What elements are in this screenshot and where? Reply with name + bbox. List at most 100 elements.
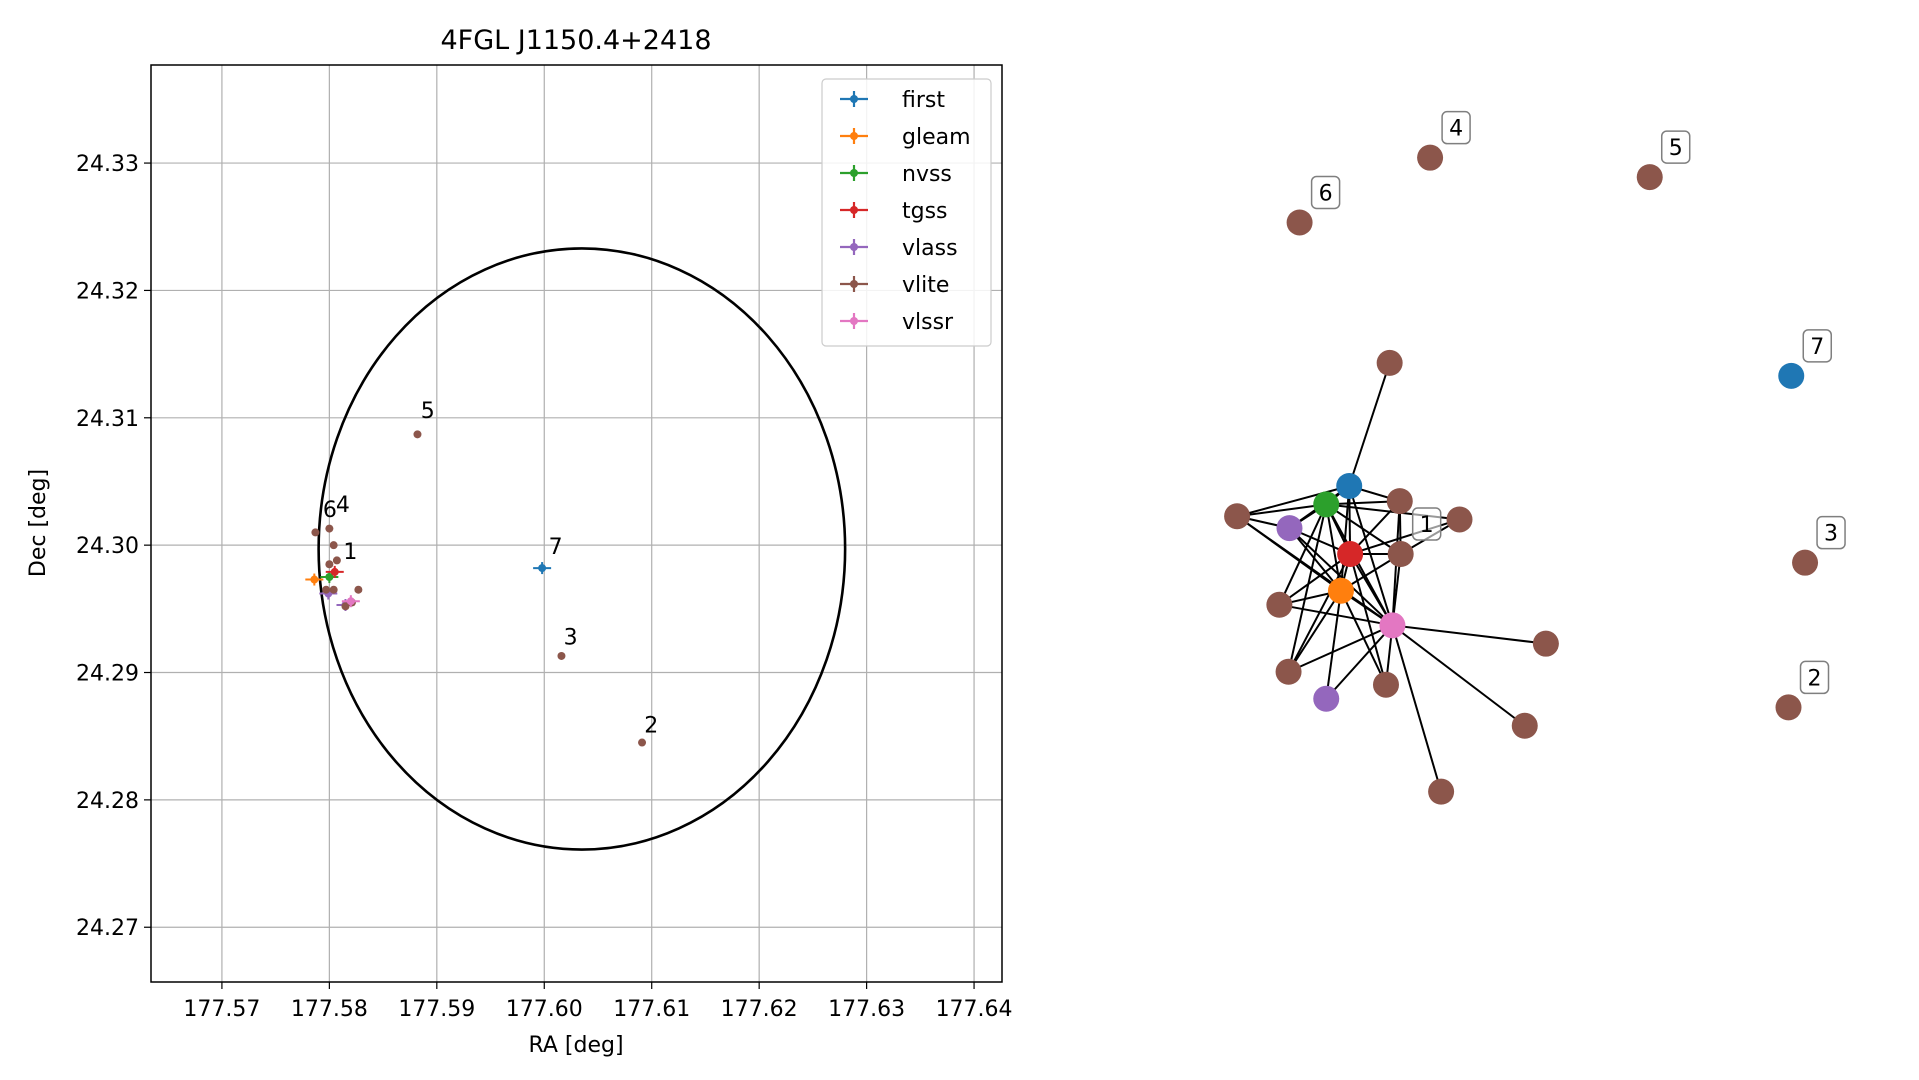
graph-edge [1288, 527, 1394, 627]
graph-node-vlite [1266, 591, 1293, 618]
x-tick-label: 177.60 [506, 997, 583, 1022]
legend-label: vlite [902, 273, 949, 298]
graph-edge [1325, 590, 1342, 699]
graph-node-vlite [1636, 164, 1663, 191]
graph-node-vlite [1224, 503, 1251, 530]
error-ellipse-layer [317, 247, 847, 851]
x-tick-label: 177.62 [721, 997, 798, 1022]
graph-edge [1392, 624, 1547, 645]
legend-item-first: first [840, 88, 945, 113]
svg-text:5: 5 [1669, 136, 1683, 161]
point-vlite [638, 738, 647, 747]
graph-node-label: 4 [1441, 110, 1471, 145]
error-ellipse [317, 247, 847, 851]
graph-node-vlite [1376, 349, 1403, 376]
sky-position-chart: 4FGL J1150.4+2418 177.57 177.58 177.59 177.… [26, 25, 1013, 1058]
y-tick-label: 24.32 [76, 279, 139, 304]
graph-node-label: 5 [1660, 130, 1691, 164]
y-tick-label: 24.33 [76, 152, 139, 177]
graph-node-label: 6 [1310, 175, 1341, 210]
graph-nodes [1224, 144, 1819, 805]
graph-edge [1349, 553, 1387, 685]
x-tick-label: 177.59 [398, 997, 475, 1022]
graph-node-label: 7 [1802, 329, 1833, 363]
graph-edge [1287, 504, 1328, 672]
legend-label: first [902, 88, 945, 113]
legend: first gleam nvss tgss vlass vlite vlssr [821, 78, 992, 347]
x-tick-label: 177.58 [291, 997, 368, 1022]
graph-edge [1348, 362, 1391, 487]
graph-node-gleam [1327, 577, 1354, 604]
graph-edge [1391, 624, 1526, 727]
svg-text:4: 4 [1449, 117, 1463, 142]
graph-node-label: 3 [1816, 515, 1846, 550]
network-graph: 1 6 4 5 7 3 2 [1224, 110, 1846, 805]
svg-text:1: 1 [1420, 513, 1434, 538]
y-axis-label: Dec [deg] [26, 469, 51, 577]
graph-node-vlite [1428, 778, 1455, 805]
y-tick-label: 24.29 [76, 662, 139, 687]
graph-node-vlite [1775, 694, 1802, 721]
legend-item-vlssr: vlssr [840, 310, 954, 335]
graph-node-nvss [1313, 491, 1340, 518]
graph-node-vlite [1417, 144, 1444, 171]
graph-edge [1325, 624, 1394, 700]
svg-text:6: 6 [1319, 181, 1333, 206]
legend-label: nvss [902, 162, 952, 187]
legend-item-vlite: vlite [840, 273, 949, 298]
point-vlite [332, 556, 341, 565]
graph-node-vlass [1313, 685, 1340, 712]
point-vlite [354, 585, 363, 594]
graph-node-vlass [1276, 515, 1303, 542]
point-vlite [329, 585, 338, 594]
graph-edge [1278, 503, 1328, 606]
legend-label: tgss [902, 199, 948, 224]
graph-node-vlite [1446, 506, 1473, 533]
graph-node-first [1778, 362, 1805, 389]
svg-text:7: 7 [1810, 335, 1824, 360]
point-vlssr [341, 595, 360, 608]
point-annotations: 1 2 3 4 5 6 7 [323, 399, 658, 739]
point-annotation: 3 [564, 625, 578, 650]
graph-node-labels: 1 6 4 5 7 3 2 [1310, 110, 1846, 695]
graph-edges [1236, 362, 1547, 792]
x-tick-label: 177.64 [936, 997, 1013, 1022]
legend-label: vlssr [902, 310, 954, 335]
svg-text:2: 2 [1808, 666, 1822, 691]
legend-label: gleam [902, 125, 971, 150]
point-vlite [325, 524, 334, 533]
graph-node-vlite [1511, 712, 1538, 739]
legend-label: vlass [902, 236, 958, 261]
graph-node-vlite [1372, 671, 1399, 698]
graph-edge [1279, 603, 1393, 627]
legend-box [821, 78, 992, 347]
graph-node-vlite [1286, 209, 1313, 236]
point-annotation: 6 [323, 498, 337, 523]
point-vlite [557, 651, 566, 660]
point-annotation: 7 [549, 535, 563, 560]
legend-item-tgss: tgss [840, 199, 948, 224]
legend-item-nvss: nvss [840, 162, 952, 187]
graph-edge [1236, 515, 1393, 627]
graph-edge [1391, 625, 1443, 792]
point-vlite [413, 430, 422, 439]
graph-node-vlite [1792, 549, 1819, 576]
plot-frame [150, 64, 1003, 983]
x-tick-label: 177.63 [828, 997, 905, 1022]
point-vlite [329, 541, 338, 550]
point-first [533, 562, 552, 575]
graph-node-vlite [1532, 630, 1559, 657]
point-annotation: 1 [343, 540, 357, 565]
graph-edge [1348, 485, 1394, 626]
graph-node-vlite [1387, 541, 1414, 568]
point-vlite [341, 602, 350, 611]
x-axis-label: RA [deg] [528, 1033, 623, 1058]
graph-node-vlssr [1379, 612, 1406, 639]
graph-edge [1236, 503, 1327, 518]
point-annotation: 2 [644, 713, 658, 738]
point-vlite [325, 560, 334, 569]
point-tgss [325, 565, 344, 578]
graph-edge [1288, 527, 1342, 592]
graph-node-vlite [1275, 658, 1302, 685]
